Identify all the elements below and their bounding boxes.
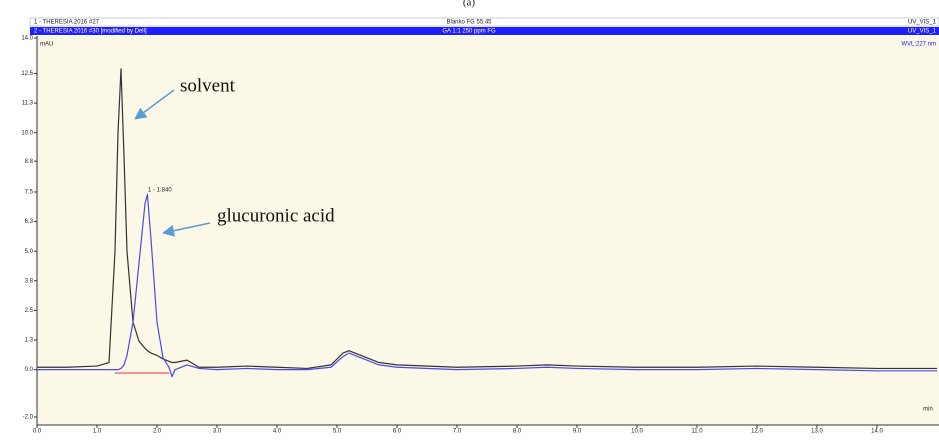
series-line	[37, 193, 937, 378]
header-left: 2 - THERESIA 2016 #30 [modified by Dell]	[34, 29, 147, 35]
x-tick-label: 12.0	[751, 429, 763, 435]
x-tick-label: 0.0	[33, 429, 42, 435]
x-tick-label: 5.0	[333, 429, 342, 435]
y-tick-label: 12.5	[21, 71, 33, 77]
x-tick-label: 7.0	[453, 429, 462, 435]
annotation: solvent	[180, 75, 236, 96]
arrow	[134, 89, 175, 120]
header-left: 1 - THERESIA 2016 #27	[34, 20, 100, 26]
header-right: UV_VIS_1	[908, 20, 937, 26]
header-center: Blanko FG 55:45	[446, 20, 492, 26]
wavelength: WVL:227 nm	[901, 42, 936, 48]
x-tick-label: 13.0	[811, 429, 823, 435]
header-right: UV_VIS_1	[908, 29, 937, 35]
y-tick-label: 11.3	[22, 101, 34, 107]
x-tick-label: 2.0	[153, 429, 162, 435]
x-tick-label: 6.0	[393, 429, 402, 435]
peak-label: 1 - 1.840	[148, 188, 172, 194]
y-tick-label: -2.0	[23, 415, 34, 421]
series-line	[37, 68, 937, 370]
x-tick-label: 14.0	[871, 429, 883, 435]
y-tick-label: 7.5	[25, 190, 34, 196]
y-tick-label: 0.0	[25, 367, 34, 373]
x-tick-label: 9.0	[573, 429, 582, 435]
x-tick-label: 10.0	[631, 429, 643, 435]
x-tick-label: 3.0	[213, 429, 222, 435]
x-tick-label: 4.0	[273, 429, 282, 435]
y-tick-label: 14.0	[21, 36, 33, 42]
header-row	[29, 17, 939, 27]
caption: (a)	[463, 0, 476, 9]
y-tick-label: 5.0	[25, 249, 34, 255]
x-axis-label: min	[923, 407, 933, 413]
x-tick-label: 1.0	[93, 429, 102, 435]
y-tick-label: 2.5	[25, 308, 34, 314]
y-tick-label: 10.0	[21, 130, 33, 136]
y-tick-label: 1.3	[25, 338, 34, 344]
x-tick-label: 8.0	[513, 429, 522, 435]
header-center: GA 1:1 250 ppm FG	[442, 29, 496, 35]
x-tick-label: 11.0	[691, 429, 703, 435]
y-tick-label: 6.3	[25, 219, 34, 225]
y-tick-label: 3.8	[25, 278, 34, 284]
header-row	[30, 27, 939, 35]
y-tick-label: 8.8	[25, 159, 34, 165]
y-axis-label: mAU	[40, 42, 53, 48]
annotation: glucuronic acid	[217, 205, 335, 226]
arrow	[162, 222, 211, 237]
